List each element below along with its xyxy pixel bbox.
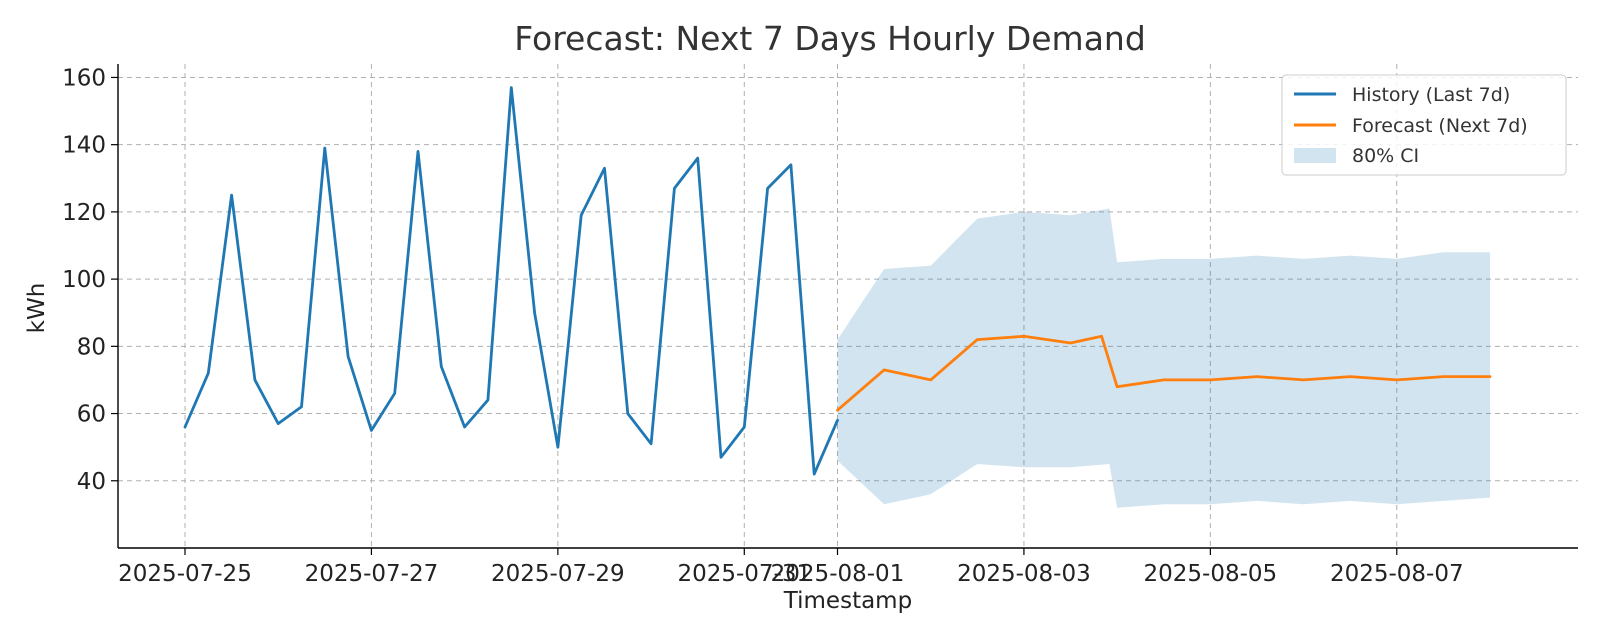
legend: History (Last 7d) Forecast (Next 7d) 80%…	[1281, 74, 1567, 176]
x-tick-label: 2025-07-25	[118, 561, 252, 587]
x-tick-label: 2025-08-01	[771, 561, 905, 587]
history-line	[183, 86, 839, 476]
legend-forecast-label: Forecast (Next 7d)	[1352, 115, 1528, 137]
x-tick-label: 2025-07-29	[491, 561, 625, 587]
x-tick-label: 2025-07-27	[305, 561, 439, 587]
legend-ci-swatch	[1294, 148, 1336, 163]
y-tick-label: 120	[62, 200, 106, 226]
y-tick-label: 140	[62, 133, 106, 159]
legend-box	[1281, 74, 1567, 176]
x-ticks: 2025-07-25 2025-07-27 2025-07-29 2025-07-31…	[118, 548, 1464, 587]
x-tick-label: 2025-07-31	[677, 561, 811, 587]
y-tick-label: 60	[77, 402, 106, 428]
x-axis-label: Timestamp	[783, 588, 912, 614]
forecast-line	[836, 334, 1492, 412]
ci-band	[837, 208, 1490, 508]
y-axis-label: kWh	[24, 283, 50, 334]
y-ticks: 40 60 80 100 120 140 160	[62, 65, 118, 495]
legend-ci-label: 80% CI	[1352, 145, 1419, 167]
y-tick-label: 160	[62, 65, 106, 91]
y-tick-label: 80	[77, 334, 106, 360]
legend-history-label: History (Last 7d)	[1352, 84, 1510, 106]
grid	[118, 64, 1578, 548]
ci-band-area	[837, 208, 1490, 508]
y-tick-label: 40	[77, 469, 106, 495]
x-tick-label: 2025-08-03	[957, 561, 1091, 587]
x-tick-label: 2025-08-07	[1330, 561, 1464, 587]
chart-title: Forecast: Next 7 Days Hourly Demand	[514, 19, 1146, 58]
y-tick-label: 100	[62, 267, 106, 293]
series-lines	[183, 86, 1492, 476]
x-tick-label: 2025-08-05	[1144, 561, 1278, 587]
